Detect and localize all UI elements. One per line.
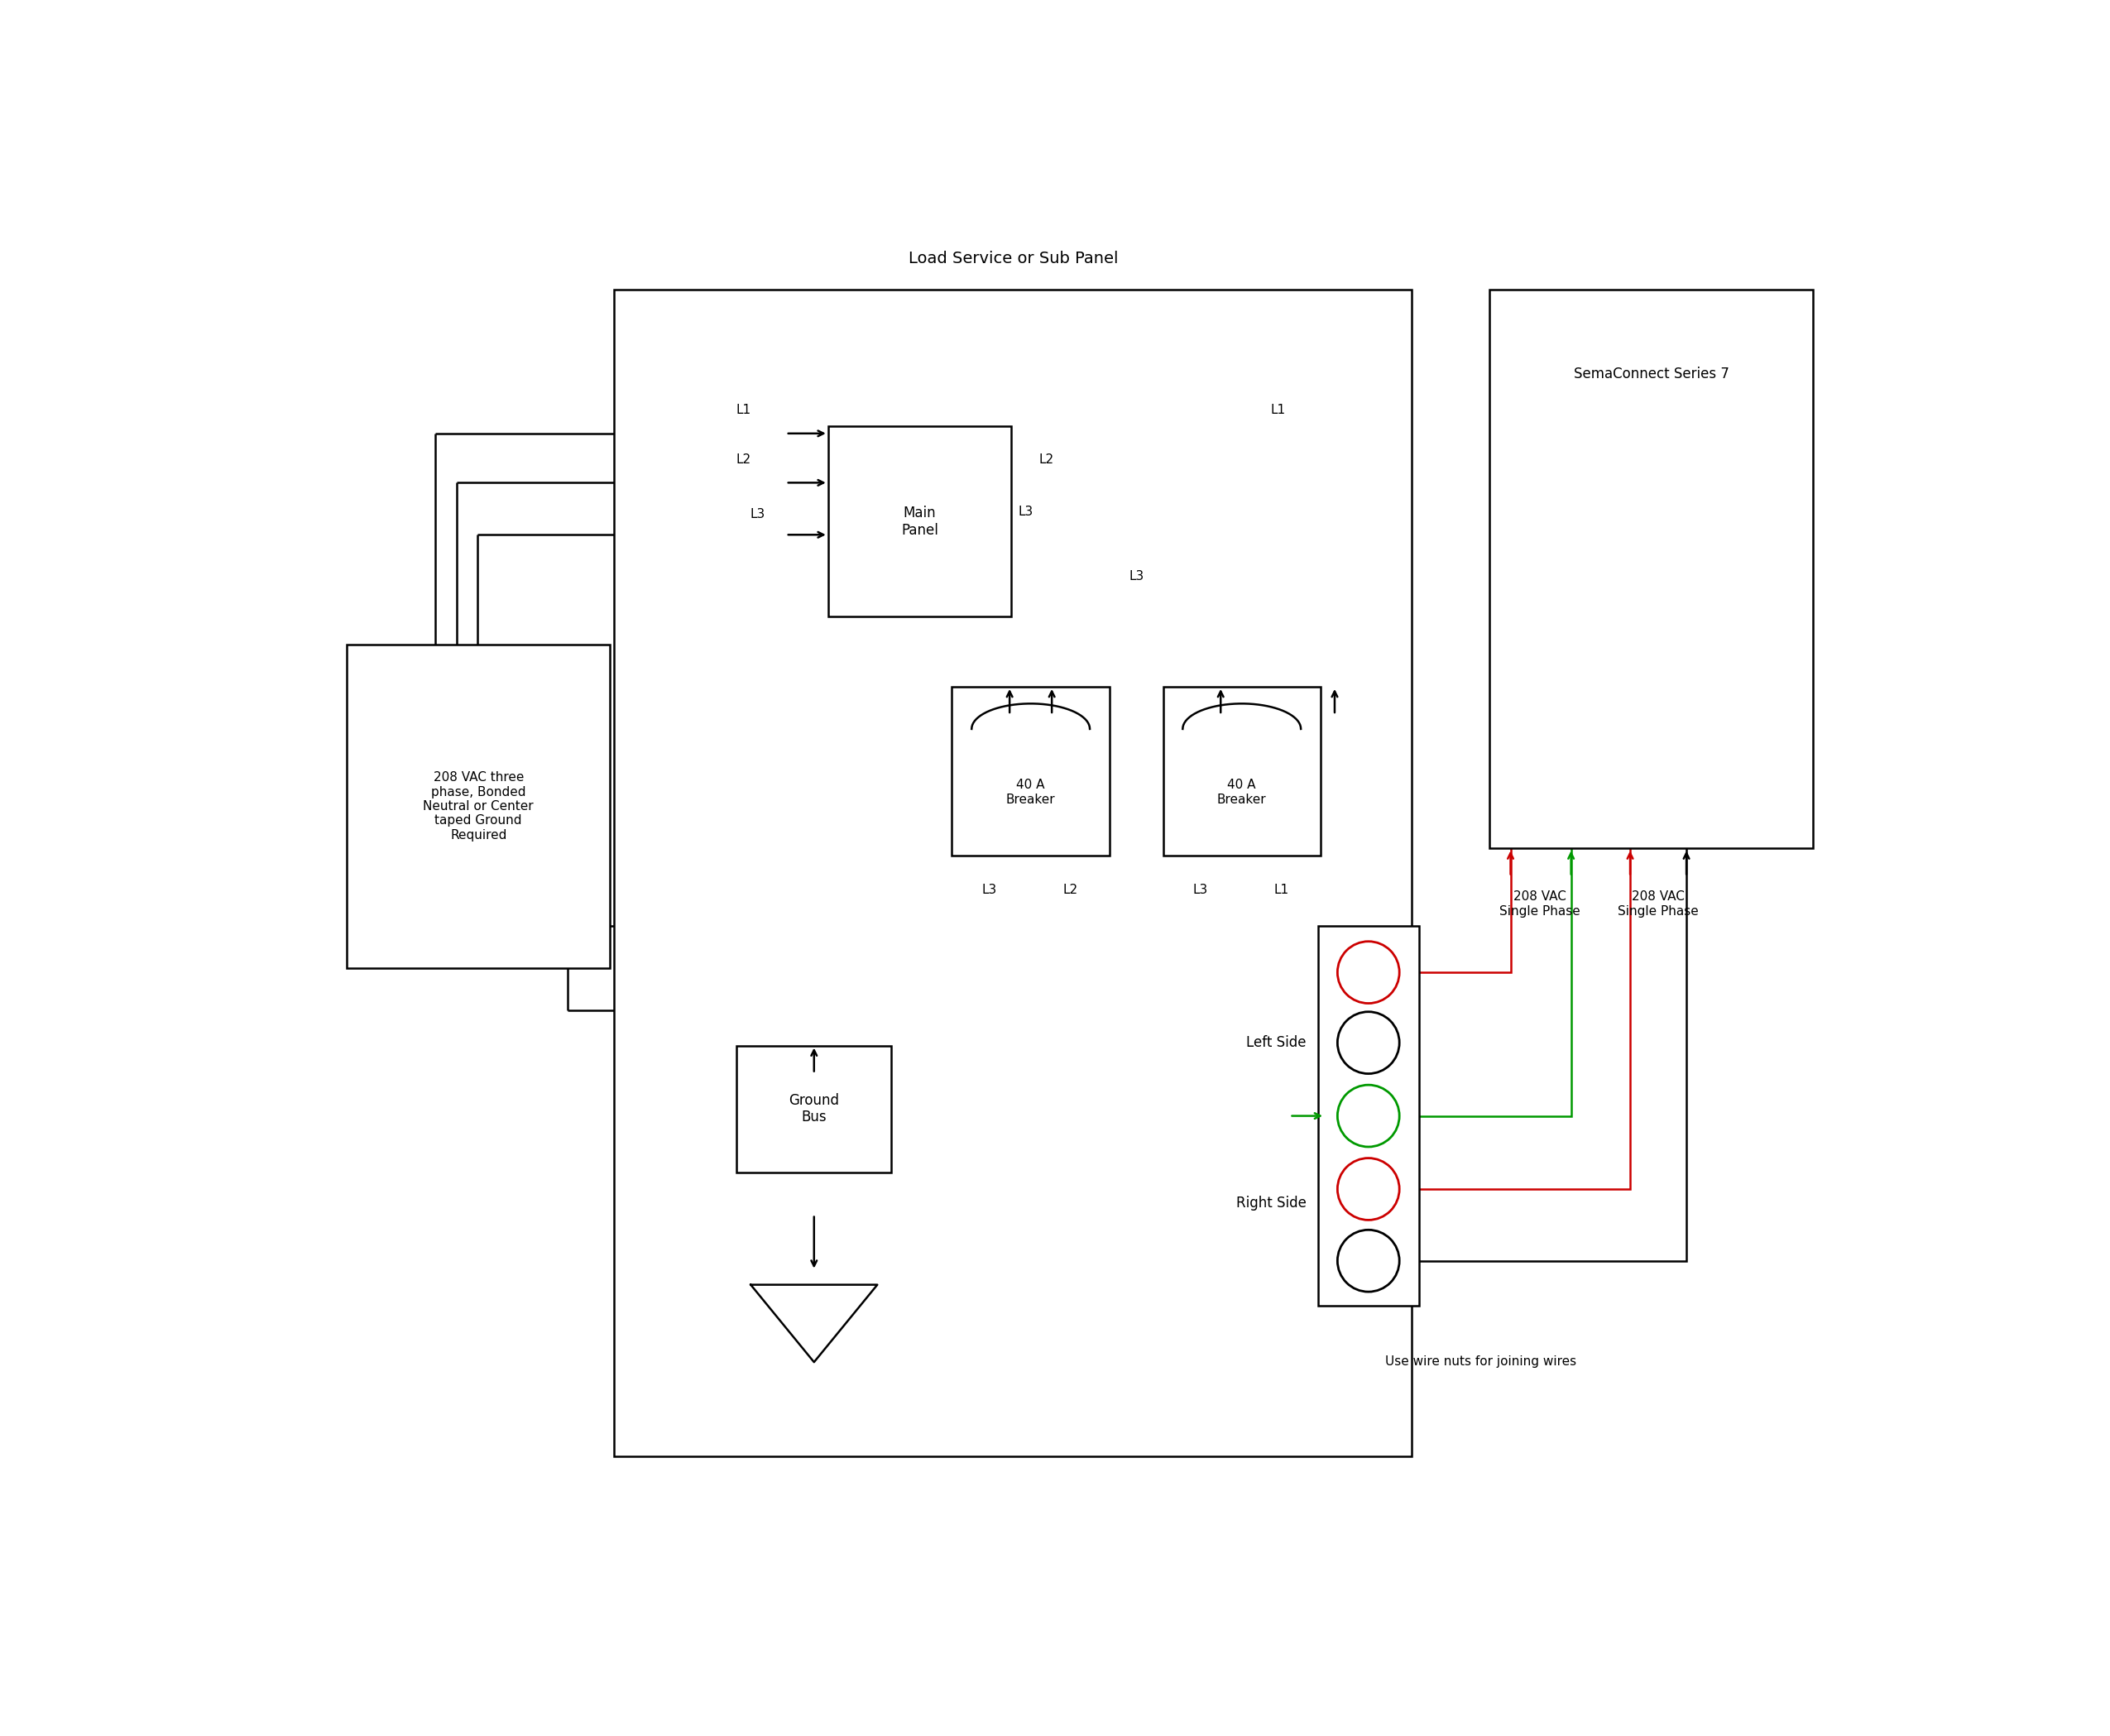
Text: 208 VAC
Single Phase: 208 VAC Single Phase — [1618, 891, 1699, 918]
Text: 40 A
Breaker: 40 A Breaker — [1006, 779, 1055, 806]
Circle shape — [1338, 1012, 1399, 1073]
Text: L1: L1 — [1270, 404, 1285, 417]
Text: Ground
Bus: Ground Bus — [789, 1092, 840, 1125]
Text: L3: L3 — [1017, 505, 1034, 517]
Bar — [1163, 687, 1321, 856]
Bar — [1319, 925, 1420, 1305]
Text: L3: L3 — [981, 884, 996, 896]
Circle shape — [1338, 941, 1399, 1003]
Bar — [827, 427, 1011, 616]
Text: 208 VAC three
phase, Bonded
Neutral or Center
taped Ground
Required: 208 VAC three phase, Bonded Neutral or C… — [424, 771, 534, 842]
Text: L3: L3 — [751, 509, 766, 521]
Text: L3: L3 — [1129, 569, 1144, 582]
Text: L3: L3 — [1192, 884, 1209, 896]
Text: SemaConnect Series 7: SemaConnect Series 7 — [1574, 366, 1728, 382]
Text: 40 A
Breaker: 40 A Breaker — [1217, 779, 1266, 806]
Bar — [1490, 290, 1812, 849]
Circle shape — [1338, 1229, 1399, 1292]
Text: L2: L2 — [1038, 453, 1055, 465]
Bar — [614, 290, 1412, 1457]
Text: L1: L1 — [1274, 884, 1289, 896]
Text: L2: L2 — [736, 453, 751, 465]
Bar — [346, 644, 610, 969]
Text: Right Side: Right Side — [1236, 1196, 1306, 1210]
Text: Use wire nuts for joining wires: Use wire nuts for joining wires — [1386, 1356, 1576, 1368]
Text: Left Side: Left Side — [1247, 1035, 1306, 1050]
Bar — [952, 687, 1110, 856]
Text: 208 VAC
Single Phase: 208 VAC Single Phase — [1500, 891, 1580, 918]
Circle shape — [1338, 1085, 1399, 1147]
Text: L1: L1 — [736, 404, 751, 417]
Text: Main
Panel: Main Panel — [901, 505, 939, 538]
Circle shape — [1338, 1158, 1399, 1220]
Bar — [736, 1045, 890, 1172]
Text: Load Service or Sub Panel: Load Service or Sub Panel — [907, 252, 1118, 267]
Text: L2: L2 — [1063, 884, 1078, 896]
